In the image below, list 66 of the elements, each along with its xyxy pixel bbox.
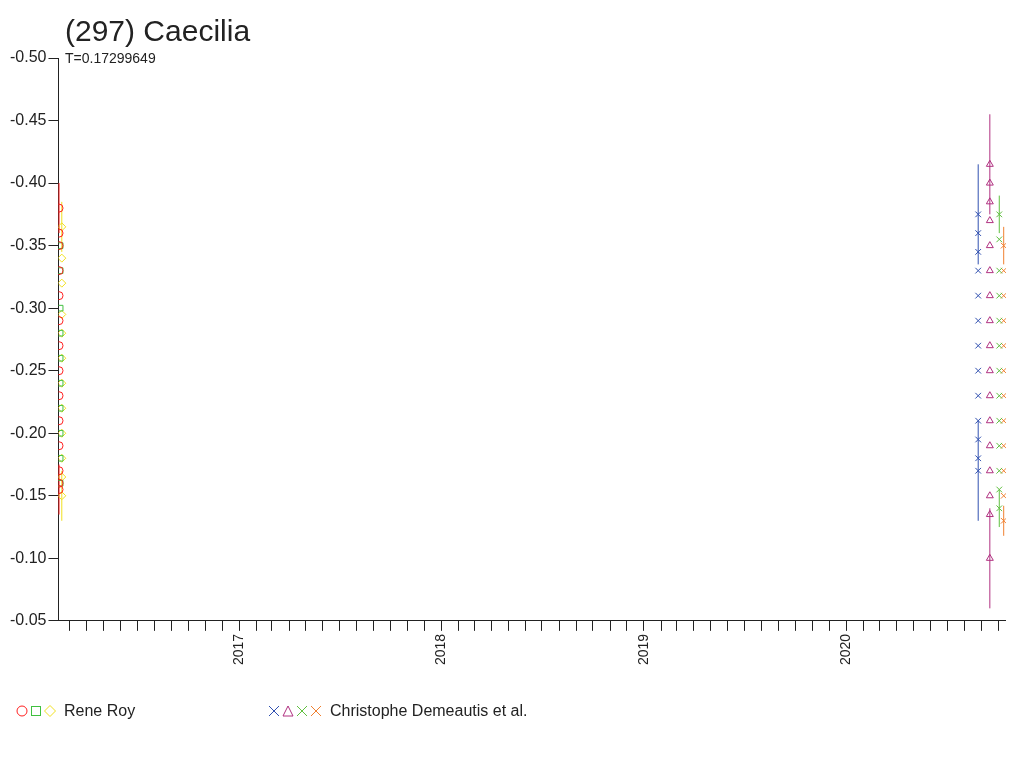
y-tick-label: -0.25 — [10, 361, 47, 379]
point — [995, 342, 1003, 350]
point — [974, 317, 982, 324]
point — [985, 553, 994, 561]
point — [985, 391, 994, 399]
point — [995, 486, 1003, 493]
legend-label: Rene Roy — [64, 702, 136, 720]
point — [974, 248, 982, 256]
point — [995, 267, 1003, 274]
point — [985, 241, 994, 249]
point — [985, 491, 994, 499]
point — [995, 442, 1003, 450]
y-tick-label: -0.35 — [10, 236, 47, 254]
point — [974, 267, 982, 274]
point — [58, 304, 64, 312]
point — [985, 178, 994, 186]
point — [995, 211, 1003, 218]
point — [974, 367, 982, 375]
x-tick-label: 2020 — [837, 633, 854, 666]
y-tick-label: -0.30 — [10, 298, 47, 316]
y-tick-label: -0.40 — [10, 173, 47, 191]
x-tick-label: 2018 — [432, 633, 449, 666]
point — [995, 236, 1003, 243]
point — [985, 216, 994, 224]
point — [985, 316, 994, 324]
point — [974, 467, 982, 475]
point — [974, 436, 982, 443]
point — [985, 466, 994, 474]
point — [974, 342, 982, 350]
point — [1000, 242, 1006, 249]
point — [995, 417, 1003, 425]
y-tick-label: -0.10 — [10, 548, 47, 566]
chart-title: (297) Caecilia — [65, 14, 251, 48]
point — [985, 159, 994, 167]
y-tick-label: -0.15 — [10, 486, 47, 504]
chart-subtitle: T=0.17299649 — [65, 50, 156, 66]
y-tick-label: -0.45 — [10, 110, 47, 128]
point — [995, 504, 1003, 512]
point — [974, 211, 982, 218]
point — [985, 266, 994, 274]
point — [985, 197, 994, 205]
point — [58, 278, 67, 288]
point — [995, 367, 1003, 375]
point — [974, 454, 982, 462]
x-tick-label: 2019 — [634, 633, 651, 666]
y-tick-label: -0.05 — [10, 611, 47, 629]
point — [58, 253, 67, 263]
y-tick-label: -0.20 — [10, 423, 47, 441]
point — [985, 341, 994, 349]
point — [995, 392, 1003, 400]
point — [985, 441, 994, 449]
point — [985, 510, 994, 518]
point — [974, 417, 982, 425]
x-tick-label: 2017 — [230, 633, 247, 666]
point — [974, 292, 982, 299]
point — [1000, 517, 1006, 525]
point — [995, 467, 1003, 475]
point — [985, 291, 994, 299]
point — [974, 229, 982, 237]
point — [974, 392, 982, 400]
point — [985, 416, 994, 424]
y-tick-label: -0.50 — [10, 48, 47, 66]
point — [995, 317, 1003, 324]
point — [985, 366, 994, 374]
legend-label: Christophe Demeautis et al. — [330, 702, 528, 720]
point — [995, 292, 1003, 299]
